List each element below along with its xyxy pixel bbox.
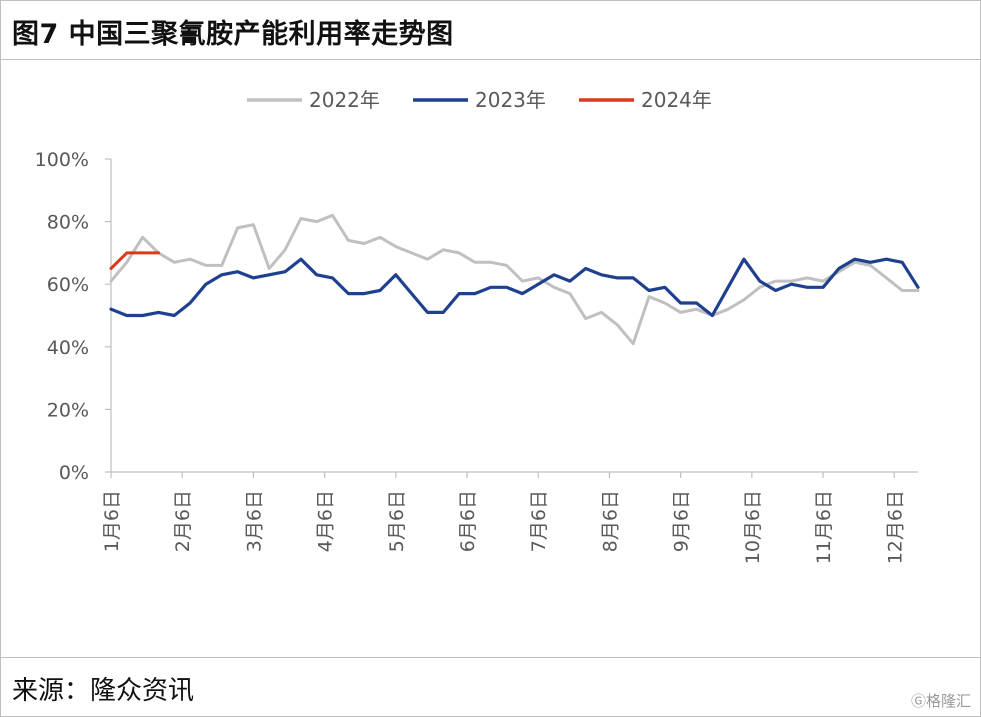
x-tick-label: 10月6日 xyxy=(742,490,764,564)
figure-title: 图7 中国三聚氰胺产能利用率走势图 xyxy=(12,19,454,50)
legend-label: 2022年 xyxy=(309,88,380,112)
series-line-2023年 xyxy=(109,257,920,318)
x-tick-label: 5月6日 xyxy=(386,490,408,552)
x-tick-label: 2月6日 xyxy=(172,490,194,552)
x-tick-label: 12月6日 xyxy=(884,490,906,564)
x-tick-label: 6月6日 xyxy=(457,490,479,552)
legend-label: 2024年 xyxy=(641,88,712,112)
y-axis: 0% 20% 40% 60% 80% 100% xyxy=(35,149,112,484)
series-line-2022年 xyxy=(109,213,920,346)
watermark-logo: Ⓖ格隆汇 xyxy=(910,692,971,710)
legend-label: 2023年 xyxy=(475,88,546,112)
x-tick-label: 11月6日 xyxy=(813,490,835,564)
x-tick-label: 3月6日 xyxy=(243,490,265,552)
source-divider xyxy=(0,657,981,658)
y-tick-label: 100% xyxy=(35,149,89,171)
x-tick-label: 8月6日 xyxy=(599,490,621,552)
x-tick-label: 9月6日 xyxy=(671,490,693,552)
x-tick-label: 1月6日 xyxy=(101,490,123,552)
chart-legend: 2022年 2023年 2024年 xyxy=(247,88,712,112)
y-tick-label: 20% xyxy=(47,399,89,421)
series-lines xyxy=(109,213,920,346)
y-tick-label: 0% xyxy=(59,462,89,484)
x-tick-label: 7月6日 xyxy=(528,490,550,552)
y-tick-label: 40% xyxy=(47,337,89,359)
x-tick-label: 4月6日 xyxy=(315,490,337,552)
y-tick-label: 80% xyxy=(47,212,89,234)
line-chart: 2022年 2023年 2024年 0% 20% 40% 60% 80% 100% 1月6日 2… xyxy=(35,88,920,564)
title-divider xyxy=(0,59,981,60)
series-line-2024年 xyxy=(109,251,160,270)
x-axis: 1月6日 2月6日 3月6日 4月6日 5月6日 6月6日 7月6日 8月6日 9月6日 10月6… xyxy=(101,471,918,564)
y-tick-label: 60% xyxy=(47,274,89,296)
source-note: 来源：隆众资讯 xyxy=(12,676,195,706)
